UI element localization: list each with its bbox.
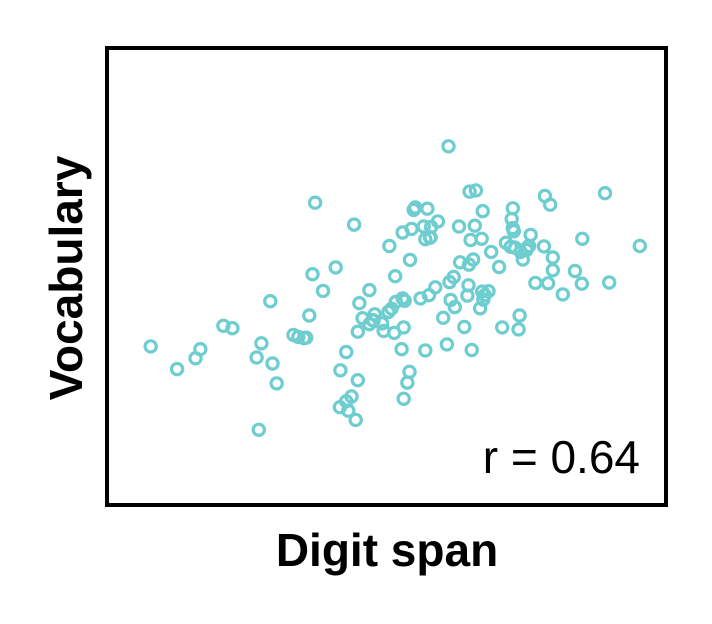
data-point — [416, 219, 431, 234]
data-point — [263, 294, 278, 309]
data-point — [346, 217, 362, 232]
data-point — [475, 203, 490, 219]
data-point — [511, 322, 526, 337]
data-point — [430, 214, 446, 229]
data-point — [567, 263, 583, 279]
data-point — [193, 342, 208, 357]
data-point — [602, 275, 617, 290]
plot-frame — [105, 46, 668, 507]
data-point — [457, 319, 472, 335]
data-point — [505, 220, 520, 236]
data-point — [265, 356, 280, 371]
data-point — [472, 301, 488, 316]
data-point — [269, 376, 284, 391]
data-point — [597, 185, 613, 201]
data-point — [545, 263, 561, 278]
data-point — [344, 389, 359, 404]
data-point — [447, 299, 462, 315]
data-point — [481, 284, 496, 299]
data-point — [555, 287, 571, 302]
data-point — [512, 308, 527, 323]
data-point — [462, 184, 477, 199]
data-point — [466, 252, 481, 267]
data-point — [418, 343, 433, 358]
data-point — [467, 218, 482, 233]
data-point — [468, 183, 484, 198]
data-point — [302, 308, 317, 323]
data-point — [374, 316, 390, 331]
data-point — [451, 219, 467, 234]
data-point — [402, 252, 418, 268]
data-point — [397, 293, 412, 308]
data-point — [366, 313, 381, 328]
data-point — [362, 282, 377, 298]
data-point — [216, 318, 231, 333]
data-point — [169, 361, 185, 377]
data-point — [350, 324, 365, 339]
data-point — [632, 238, 648, 254]
data-point — [574, 276, 590, 291]
data-point — [396, 320, 411, 335]
data-point — [328, 260, 343, 275]
data-point — [339, 344, 354, 360]
data-point — [464, 342, 479, 358]
data-point — [575, 231, 590, 246]
correlation-annotation: r = 0.64 — [483, 431, 640, 483]
data-point — [348, 412, 363, 428]
data-point — [225, 321, 240, 336]
data-point — [402, 364, 417, 379]
data-point — [249, 350, 264, 365]
x-axis-label: Digit span — [276, 524, 498, 576]
data-point — [446, 269, 461, 285]
data-point — [428, 280, 443, 295]
data-point — [299, 330, 314, 345]
data-point — [436, 310, 451, 325]
data-point — [484, 244, 499, 260]
data-point — [474, 231, 489, 246]
data-point — [543, 197, 558, 212]
data-point — [350, 373, 365, 388]
data-point — [441, 139, 456, 154]
data-point — [505, 201, 520, 216]
data-point — [382, 238, 397, 254]
data-point — [315, 283, 331, 299]
data-point — [420, 201, 435, 216]
data-point — [381, 304, 396, 320]
data-point — [352, 296, 367, 311]
data-point — [291, 329, 306, 345]
data-point — [536, 239, 552, 254]
data-point — [143, 339, 158, 354]
data-point — [439, 337, 455, 352]
data-point — [523, 227, 538, 243]
y-axis-label: Vocabulary — [40, 155, 92, 400]
data-point — [452, 255, 468, 270]
data-point — [396, 391, 411, 406]
data-point — [540, 276, 556, 291]
data-point — [495, 320, 510, 335]
data-point — [305, 267, 320, 282]
data-point — [461, 278, 476, 293]
data-point — [251, 422, 266, 437]
data-point — [307, 195, 323, 210]
data-point — [394, 342, 409, 357]
data-point — [254, 336, 269, 351]
points-layer — [143, 139, 648, 437]
data-point — [475, 284, 490, 299]
data-point — [423, 230, 438, 245]
data-point — [367, 307, 382, 322]
data-point — [388, 269, 403, 284]
data-point — [491, 259, 507, 275]
data-point — [333, 363, 348, 378]
data-point — [341, 403, 356, 418]
